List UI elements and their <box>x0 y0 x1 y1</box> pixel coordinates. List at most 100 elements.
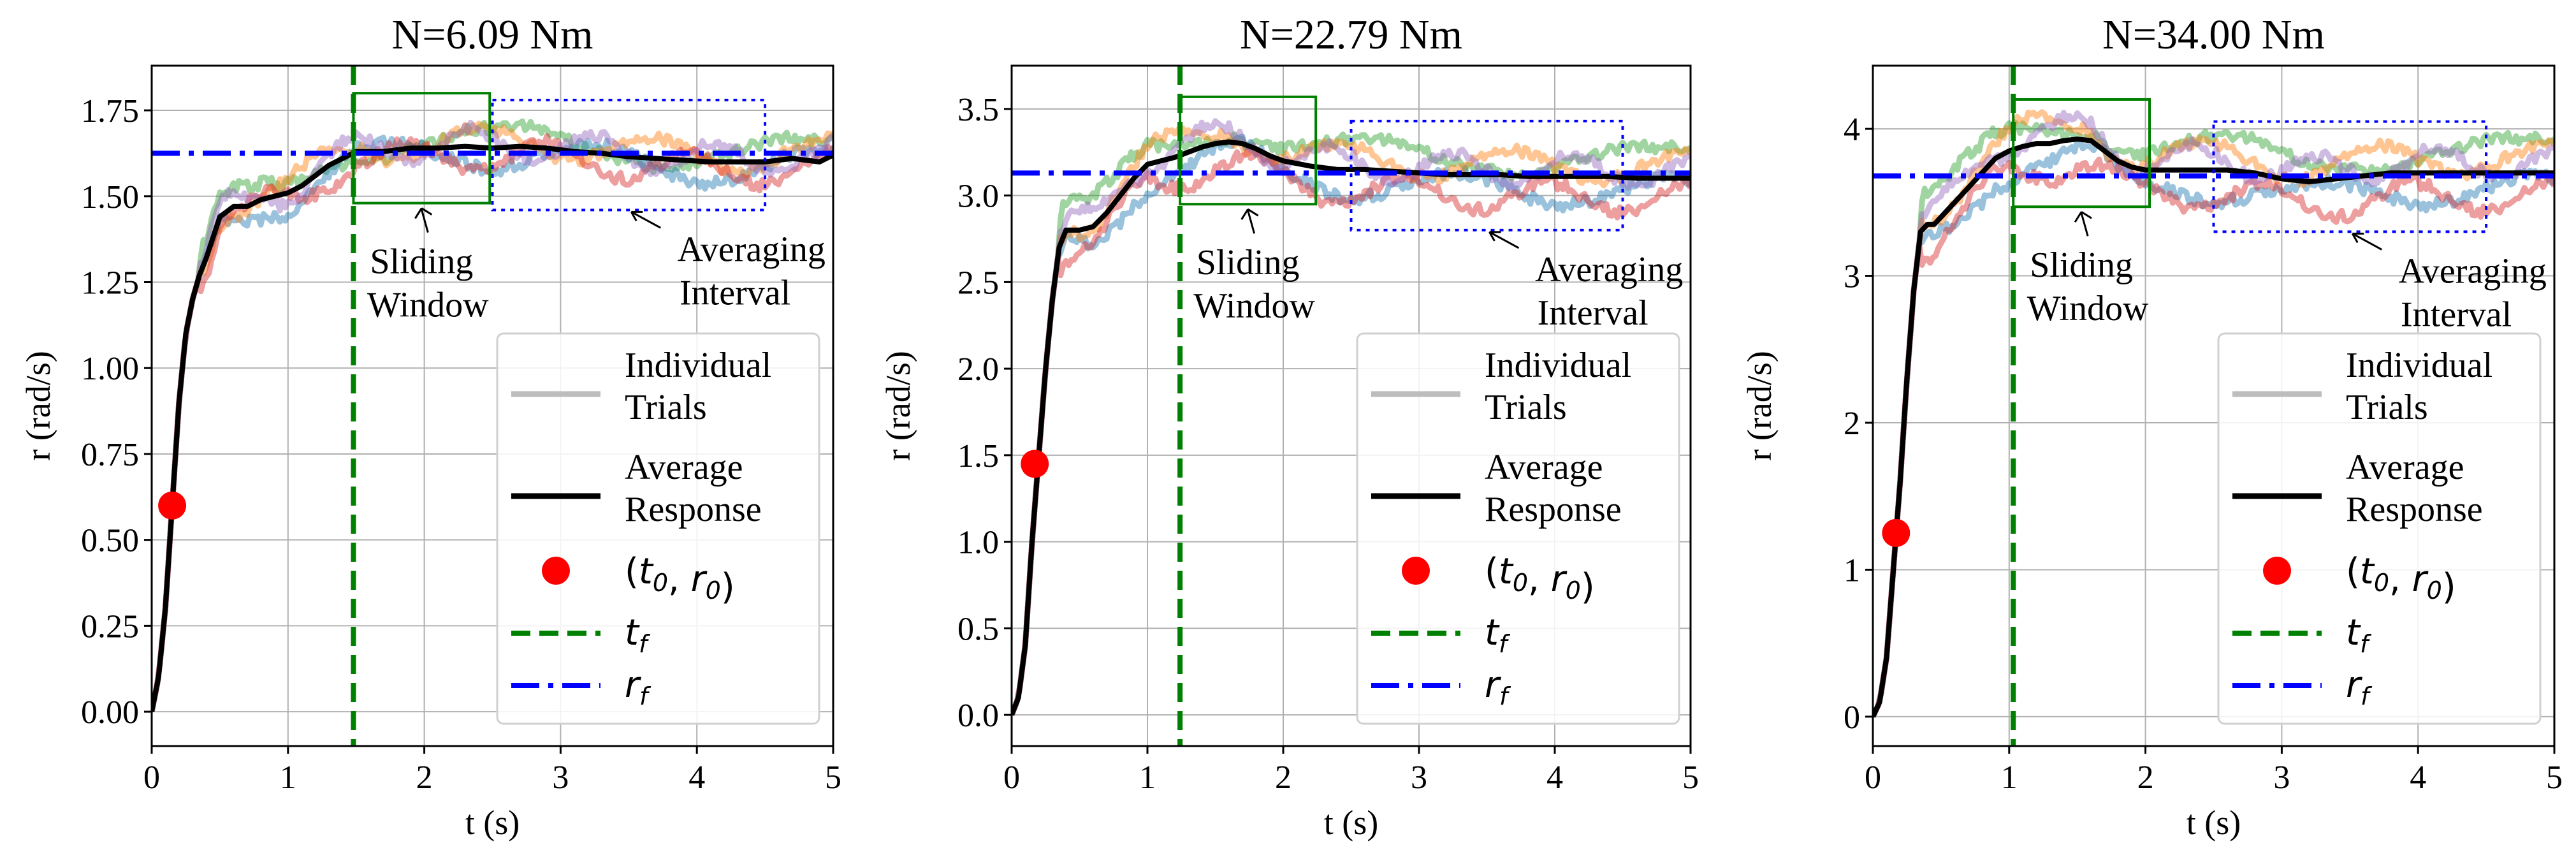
trial-line-4 <box>152 133 833 712</box>
legend-trials-label-line1: Individual <box>2346 346 2492 385</box>
legend-marker-label: (t0, r0) <box>1485 551 1595 608</box>
legend-trials-label-line1: Individual <box>625 346 771 385</box>
x-tick-label: 1 <box>280 759 296 796</box>
plot-area <box>1873 66 2554 746</box>
x-tick-label: 5 <box>1682 759 1699 796</box>
legend-marker-t-base: t <box>2360 551 2375 592</box>
legend-rf-base: r <box>625 664 641 706</box>
legend-average-label-line1: Average <box>1485 448 1603 487</box>
averaging-interval-box <box>491 98 767 212</box>
average-response-line <box>152 143 833 712</box>
initial-point-marker <box>1021 450 1049 478</box>
trial-line-5 <box>1873 110 2554 718</box>
y-tick-label: 3.0 <box>957 179 999 215</box>
initial-point-marker <box>1882 518 1910 547</box>
legend-trials-label-line2: Trials <box>625 388 707 427</box>
sliding-window-label-line1: Sliding <box>370 242 473 282</box>
y-tick-label: 3.5 <box>957 92 999 128</box>
x-tick-label: 3 <box>1411 759 1427 796</box>
y-axis-label: r (rad/s) <box>879 351 917 460</box>
x-tick-label: 5 <box>2546 759 2563 796</box>
legend-average-label-line2: Response <box>1485 490 1622 529</box>
legend-marker-r-base: r <box>691 559 708 600</box>
legend-trials-label-line1: Individual <box>1485 346 1631 385</box>
legend-marker-handle <box>1402 557 1430 585</box>
averaging-arrow-shaft <box>632 212 662 229</box>
y-axis-label: r (rad/s) <box>1740 351 1779 460</box>
legend-average-label-line2: Response <box>2346 490 2483 529</box>
y-tick-label: 0.00 <box>81 694 139 731</box>
legend-box <box>2217 332 2542 725</box>
averaging-interval-label-line1: Averaging <box>2399 251 2547 291</box>
plot-area <box>152 66 833 746</box>
averaging-interval-label-line1: Averaging <box>1535 250 1683 289</box>
legend-rf-base: r <box>1485 664 1501 706</box>
initial-point-marker <box>158 491 187 520</box>
x-tick-label: 4 <box>1546 759 1563 796</box>
trial-line-1 <box>1012 131 1691 716</box>
legend-marker-handle <box>542 557 570 585</box>
sliding-window-label-line2: Window <box>1193 286 1315 326</box>
y-axis-label: r (rad/s) <box>19 351 57 460</box>
sliding-arrow-head <box>414 207 433 219</box>
x-tick-label: 3 <box>2273 759 2290 796</box>
x-tick-label: 4 <box>2410 759 2426 796</box>
legend-marker-r-base: r <box>1551 559 1568 600</box>
y-tick-label: 0.0 <box>957 698 999 734</box>
y-tick-label: 1 <box>1844 552 1860 589</box>
legend-marker-label: (t0, r0) <box>625 551 735 608</box>
sliding-arrow-shaft <box>1247 210 1256 234</box>
y-tick-label: 2.5 <box>957 265 999 301</box>
legend-trials-label-line2: Trials <box>2346 388 2428 427</box>
sliding-window-label-line2: Window <box>2027 289 2149 328</box>
averaging-arrow-shaft <box>1490 231 1520 249</box>
sliding-window-label-line1: Sliding <box>2030 245 2133 285</box>
averaging-interval-label-line2: Interval <box>2401 295 2512 334</box>
axes-frame <box>150 64 834 747</box>
sliding-window-box <box>1179 95 1318 206</box>
y-tick-label: 1.0 <box>957 525 999 561</box>
y-tick-label: 0 <box>1844 700 1860 736</box>
trial-line-1 <box>1873 119 2554 718</box>
paren: ( <box>1485 551 1499 592</box>
y-tick-label: 1.5 <box>957 438 999 474</box>
x-tick-label: 2 <box>416 759 433 796</box>
x-tick-label: 0 <box>1865 759 1881 796</box>
x-tick-label: 3 <box>552 759 569 796</box>
legend-tf-base: t <box>1485 612 1500 654</box>
y-tick-label: 0.50 <box>81 523 139 559</box>
x-tick-label: 0 <box>143 759 160 796</box>
plot-area <box>1012 66 1691 746</box>
comma: , <box>668 559 691 600</box>
y-tick-label: 4 <box>1844 112 1860 148</box>
paren: ) <box>2442 566 2456 608</box>
y-tick-label: 0.5 <box>957 611 999 647</box>
averaging-arrow-head <box>2351 232 2364 244</box>
legend-marker-handle <box>2263 557 2291 585</box>
comma: , <box>1528 559 1551 600</box>
averaging-arrow-head <box>630 210 643 222</box>
legend-marker-t-sub: 0 <box>2374 569 2389 597</box>
legend-marker-r-base: r <box>2412 559 2429 600</box>
y-tick-label: 2.0 <box>957 351 999 388</box>
sliding-window-label-line2: Window <box>367 286 489 325</box>
averaging-interval-label-line1: Averaging <box>678 230 826 269</box>
averaging-interval-label-line2: Interval <box>1538 293 1648 333</box>
legend-tf-label: tf <box>1485 612 1511 658</box>
x-axis-label: t (s) <box>2187 803 2241 842</box>
legend-average-label-line2: Response <box>625 490 762 529</box>
y-tick-label: 1.25 <box>81 265 139 302</box>
trial-line-2 <box>1012 133 1691 716</box>
axes-frame <box>1872 64 2556 747</box>
averaging-interval-box <box>2212 120 2488 233</box>
legend-trials-label-line2: Trials <box>1485 388 1567 427</box>
averaging-interval-label-line2: Interval <box>680 273 790 312</box>
averaging-arrow-head <box>1488 231 1501 242</box>
chart-title: N=6.09 Nm <box>392 11 593 58</box>
chart-title: N=22.79 Nm <box>1240 11 1462 58</box>
legend-marker-r-sub: 0 <box>706 576 721 604</box>
